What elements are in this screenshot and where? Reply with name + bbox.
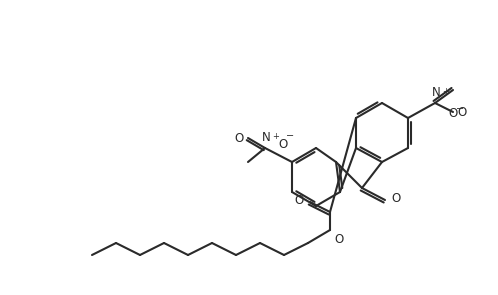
Text: +: +: [442, 87, 449, 96]
Text: O: O: [235, 132, 244, 145]
Text: O: O: [391, 191, 400, 204]
Text: N: N: [432, 86, 440, 99]
Text: O: O: [448, 107, 457, 120]
Text: −: −: [286, 131, 294, 141]
Text: O: O: [334, 233, 343, 246]
Text: +: +: [272, 132, 279, 141]
Text: O: O: [295, 194, 304, 206]
Text: O: O: [278, 138, 287, 152]
Text: −: −: [456, 104, 464, 114]
Text: N: N: [261, 131, 270, 144]
Text: O: O: [457, 106, 466, 119]
